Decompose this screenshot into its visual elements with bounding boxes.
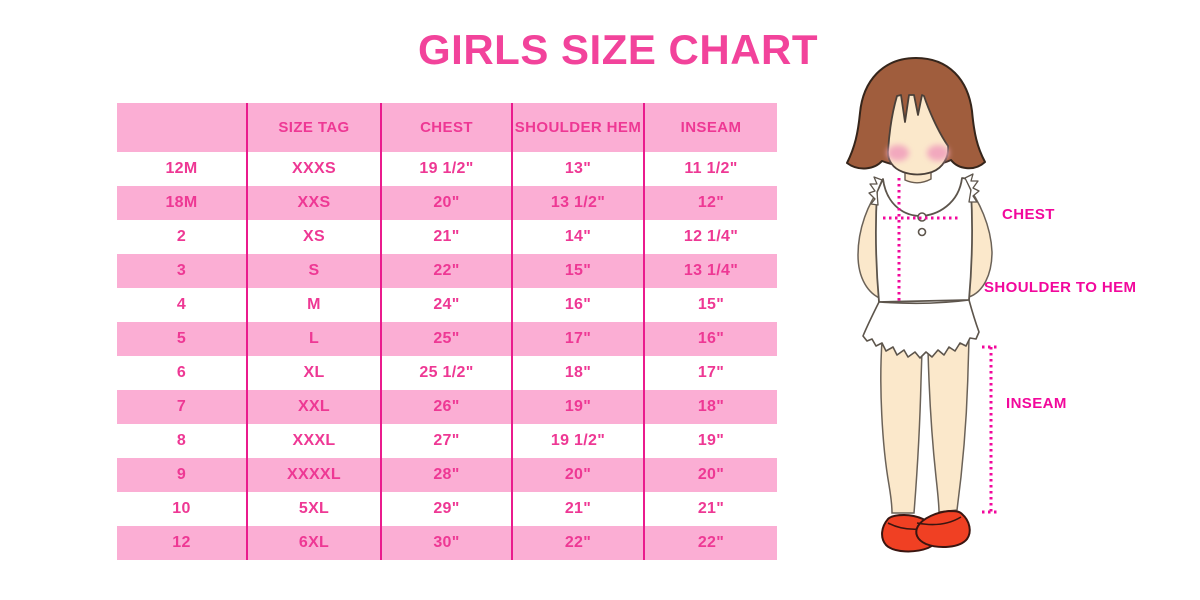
- left-leg: [880, 339, 923, 514]
- ruffle-skirt: [862, 299, 980, 359]
- table-cell: 22": [643, 526, 777, 560]
- table-cell: 10: [172, 500, 191, 517]
- table-cell: XXXS: [246, 152, 380, 186]
- table-cell: 2: [176, 228, 187, 245]
- right-leg: [927, 337, 970, 513]
- chest-label: CHEST: [1002, 206, 1055, 223]
- column-header: CHEST: [380, 103, 511, 152]
- table-cell: 12M: [165, 160, 198, 177]
- table-row: 7 XXL 26" 19" 18": [117, 390, 777, 424]
- right-shoulder-ruffle: [964, 173, 980, 203]
- table-row: 12 6XL 30" 22" 22": [117, 526, 777, 560]
- table-cell: 19 1/2": [511, 424, 643, 458]
- inseam-label: INSEAM: [1006, 395, 1067, 412]
- table-cell: 18": [643, 390, 777, 424]
- table-cell: 20": [511, 458, 643, 492]
- table-row: 3 S 22" 15" 13 1/4": [117, 254, 777, 288]
- table-cell: 4: [176, 296, 187, 313]
- table-cell: XS: [246, 220, 380, 254]
- table-cell: 26": [380, 390, 511, 424]
- table-row: 2 XS 21" 14" 12 1/4": [117, 220, 777, 254]
- table-cell: 8: [176, 432, 187, 449]
- girl-illustration: [825, 45, 1025, 565]
- table-row: 5 L 25" 17" 16": [117, 322, 777, 356]
- table-cell: 16": [643, 322, 777, 356]
- table-cell: XXL: [246, 390, 380, 424]
- top-bodice: [875, 177, 973, 303]
- right-cheek-blush: [927, 145, 949, 161]
- left-cheek-blush: [887, 145, 909, 161]
- table-cell: XXS: [246, 186, 380, 220]
- table-cell: 13": [511, 152, 643, 186]
- right-shoe: [915, 510, 971, 548]
- table-cell: 19": [643, 424, 777, 458]
- table-cell: 21": [380, 220, 511, 254]
- table-cell: 19": [511, 390, 643, 424]
- table-cell: 11 1/2": [643, 152, 777, 186]
- table-cell: 7: [176, 398, 187, 415]
- page-title: GIRLS SIZE CHART: [418, 26, 819, 73]
- table-cell: 15": [643, 288, 777, 322]
- table-cell: XXXL: [246, 424, 380, 458]
- column-header: [117, 103, 246, 152]
- table-cell: 18M: [165, 194, 198, 211]
- table-cell: 29": [380, 492, 511, 526]
- table-cell: XL: [246, 356, 380, 390]
- table-cell: 28": [380, 458, 511, 492]
- table-cell: 12": [643, 186, 777, 220]
- table-row: 10 5XL 29" 21" 21": [117, 492, 777, 526]
- table-row: 4 M 24" 16" 15": [117, 288, 777, 322]
- table-cell: S: [246, 254, 380, 288]
- size-table: SIZE TAG CHEST SHOULDER HEM INSEAM 12M XXXS 1…: [117, 103, 777, 560]
- table-cell: 20": [643, 458, 777, 492]
- table-cell: 16": [511, 288, 643, 322]
- table-cell: 17": [643, 356, 777, 390]
- table-cell: 21": [643, 492, 777, 526]
- table-cell: 22": [511, 526, 643, 560]
- table-cell: 5: [176, 330, 187, 347]
- table-cell: 25": [380, 322, 511, 356]
- table-row: 9 XXXXL 28" 20" 20": [117, 458, 777, 492]
- table-cell: 13 1/2": [511, 186, 643, 220]
- table-cell: 12: [172, 534, 191, 551]
- table-cell: 18": [511, 356, 643, 390]
- table-cell: 17": [511, 322, 643, 356]
- top-button-2: [917, 227, 927, 237]
- column-header: INSEAM: [643, 103, 777, 152]
- table-cell: 20": [380, 186, 511, 220]
- table-row: 18M XXS 20" 13 1/2" 12": [117, 186, 777, 220]
- size-table-body: 12M XXXS 19 1/2" 13" 11 1/2" 18M XXS 20" 13 1/2"…: [117, 152, 777, 560]
- girl-figure-svg: [846, 57, 1000, 553]
- table-cell: 3: [176, 262, 187, 279]
- table-cell: 25 1/2": [380, 356, 511, 390]
- table-row: 8 XXXL 27" 19 1/2" 19": [117, 424, 777, 458]
- table-cell: L: [246, 322, 380, 356]
- table-cell: 15": [511, 254, 643, 288]
- table-row: 12M XXXS 19 1/2" 13" 11 1/2": [117, 152, 777, 186]
- table-cell: 12 1/4": [643, 220, 777, 254]
- left-shoulder-ruffle: [868, 176, 883, 206]
- right-shoe-strap: [916, 516, 962, 526]
- table-cell: 6XL: [246, 526, 380, 560]
- table-cell: 6: [176, 364, 187, 381]
- table-cell: 27": [380, 424, 511, 458]
- table-row: 6 XL 25 1/2" 18" 17": [117, 356, 777, 390]
- column-header: SHOULDER HEM: [511, 103, 643, 152]
- table-cell: 14": [511, 220, 643, 254]
- table-cell: 21": [511, 492, 643, 526]
- table-cell: 9: [176, 466, 187, 483]
- column-header: SIZE TAG: [246, 103, 380, 152]
- table-cell: 5XL: [246, 492, 380, 526]
- table-cell: XXXXL: [246, 458, 380, 492]
- table-cell: 24": [380, 288, 511, 322]
- size-table-header: SIZE TAG CHEST SHOULDER HEM INSEAM: [117, 103, 777, 152]
- table-cell: M: [246, 288, 380, 322]
- table-cell: 30": [380, 526, 511, 560]
- table-cell: 13 1/4": [643, 254, 777, 288]
- table-cell: 22": [380, 254, 511, 288]
- table-cell: 19 1/2": [380, 152, 511, 186]
- shoulder-to-hem-label: SHOULDER TO HEM: [984, 279, 1137, 296]
